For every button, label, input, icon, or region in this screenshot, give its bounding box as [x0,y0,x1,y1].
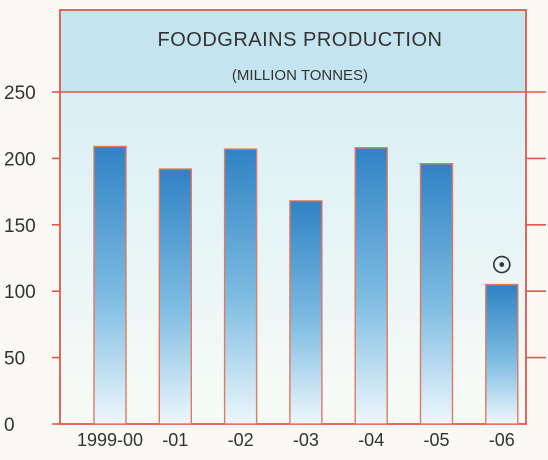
bar-7 [485,283,519,425]
title-band [60,10,526,92]
y-tick-label: 100 [4,282,36,303]
x-tick-label: -04 [358,430,384,450]
y-tick-label: 150 [4,216,36,237]
chart-title: FOODGRAINS PRODUCTION [158,29,443,51]
annotation-dot [499,262,505,267]
y-tick-label: 0 [4,415,15,436]
x-axis: 1999-00 -01 -02 -03 -04 -05 -06 [77,430,515,450]
x-tick-label: -06 [489,430,515,450]
y-axis: 0 50 100 150 200 250 [4,83,60,436]
right-tick-marks [526,91,546,359]
bar-6 [419,163,454,425]
x-tick-label: -01 [162,430,188,450]
x-tick-label: 1999-00 [77,430,143,450]
x-tick-label: -03 [293,430,319,450]
x-tick-label: -02 [228,430,254,450]
chart-subtitle: (MILLION TONNES) [232,67,368,84]
annotation-ring [492,255,511,274]
y-tick-label: 50 [4,349,25,370]
annotations [492,255,511,274]
bar-1 [93,145,127,425]
y-tick-label: 250 [4,83,36,104]
bar-5 [354,147,388,425]
bars [93,145,519,425]
x-tick-label: -05 [423,430,449,450]
bar-2 [158,168,193,425]
bar-4 [289,200,323,425]
bar-3 [223,148,258,425]
y-tick-label: 200 [4,149,36,170]
